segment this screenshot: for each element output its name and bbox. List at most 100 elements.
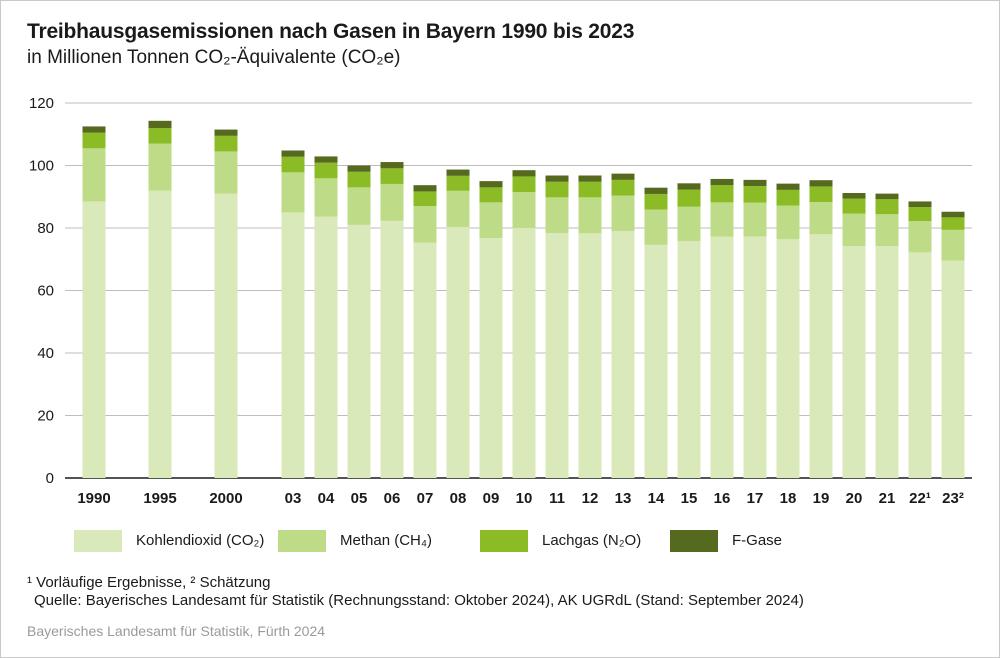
legend: Kohlendioxid (CO₂) Methan (CH₄) Lachgas … — [74, 528, 974, 554]
y-tick-label: 120 — [29, 95, 54, 112]
bar-segment-co2 — [446, 227, 470, 478]
y-tick-label: 20 — [37, 408, 54, 425]
bar-segment-ch4 — [314, 178, 338, 217]
bar-segment-co2 — [479, 238, 503, 478]
bar-stack — [941, 211, 965, 478]
bar-segment-ch4 — [545, 197, 569, 233]
bar-segment-ch4 — [446, 190, 470, 228]
bar-segment-fgase — [314, 156, 338, 163]
bar-segment-ch4 — [743, 202, 767, 237]
footnote: ¹ Vorläufige Ergebnisse, ² Schätzung — [27, 574, 271, 591]
x-tick-label: 15 — [681, 490, 698, 507]
x-tick-label: 07 — [417, 490, 434, 507]
bar-segment-n2o — [908, 207, 932, 222]
bar-chart: 0 20 40 60 80 100 120 1990 1995 2000 03 04 05 06 07 08… — [29, 95, 972, 507]
bar-stack — [875, 193, 899, 478]
bar-stack — [809, 180, 833, 478]
bar-segment-co2 — [512, 228, 536, 478]
bar-segment-ch4 — [677, 206, 701, 242]
bar-segment-ch4 — [644, 209, 668, 245]
bar-stack — [710, 178, 734, 478]
bar-segment-n2o — [776, 189, 800, 206]
bar-segment-ch4 — [776, 205, 800, 240]
bar-segment-n2o — [677, 189, 701, 207]
bar-segment-co2 — [875, 246, 899, 478]
y-tick-label: 40 — [37, 345, 54, 362]
x-tick-label: 14 — [648, 490, 665, 507]
bar-segment-fgase — [214, 129, 238, 136]
bar-segment-ch4 — [710, 202, 734, 237]
bar-segment-ch4 — [842, 213, 866, 247]
bar-segment-n2o — [347, 171, 371, 188]
bar-segment-ch4 — [578, 197, 602, 234]
x-tick-label: 09 — [483, 490, 500, 507]
bar-stack — [148, 120, 172, 478]
bar-segment-n2o — [413, 191, 437, 207]
bar-segment-ch4 — [908, 221, 932, 253]
y-tick-label: 80 — [37, 220, 54, 237]
bar-segment-fgase — [908, 201, 932, 208]
bar-stack — [281, 150, 305, 478]
y-axis-ticks: 0 20 40 60 80 100 120 — [29, 95, 54, 487]
x-tick-label: 20 — [846, 490, 863, 507]
bar-segment-ch4 — [941, 229, 965, 261]
bar-segment-fgase — [578, 175, 602, 182]
bar-stack — [578, 175, 602, 478]
x-tick-label: 06 — [384, 490, 401, 507]
bar-segment-fgase — [611, 173, 635, 180]
bar-segment-co2 — [710, 236, 734, 478]
bar-segment-co2 — [776, 239, 800, 478]
bar-stack — [677, 183, 701, 478]
bar-segment-co2 — [82, 201, 106, 478]
bar-segment-n2o — [148, 128, 172, 144]
bar-segment-fgase — [677, 183, 701, 190]
bar-segment-ch4 — [148, 143, 172, 191]
bar-segment-co2 — [842, 246, 866, 478]
bar-stack — [413, 185, 437, 478]
x-axis-ticks: 1990 1995 2000 03 04 05 06 07 08 09 10 11 12 13 14 15 16… — [77, 490, 964, 507]
x-tick-label: 05 — [351, 490, 368, 507]
chart-subtitle: in Millionen Tonnen CO₂-Äquivalente (CO₂… — [27, 47, 401, 68]
x-tick-label: 10 — [516, 490, 533, 507]
bar-segment-fgase — [545, 175, 569, 182]
bar-segment-fgase — [941, 211, 965, 218]
y-tick-label: 60 — [37, 283, 54, 300]
bar-segment-ch4 — [479, 202, 503, 238]
x-tick-label: 1990 — [77, 490, 110, 507]
bar-segment-ch4 — [512, 192, 536, 228]
credit: Bayerisches Landesamt für Statistik, Für… — [27, 623, 326, 639]
x-tick-label: 21 — [879, 490, 896, 507]
x-tick-label: 2000 — [209, 490, 242, 507]
bar-segment-n2o — [875, 199, 899, 215]
bar-segment-fgase — [281, 150, 305, 157]
bar-stack — [743, 179, 767, 478]
x-tick-label: 1995 — [143, 490, 176, 507]
bar-segment-n2o — [314, 162, 338, 179]
bar-segment-ch4 — [380, 183, 404, 221]
bar-segment-n2o — [380, 168, 404, 184]
bar-segment-co2 — [809, 234, 833, 478]
x-tick-label: 13 — [615, 490, 632, 507]
bar-segment-n2o — [809, 186, 833, 203]
bar-segment-n2o — [281, 156, 305, 173]
bar-segment-fgase — [875, 193, 899, 200]
bar-segment-co2 — [413, 242, 437, 478]
bar-segment-ch4 — [809, 202, 833, 235]
y-tick-label: 100 — [29, 158, 54, 175]
source-note: Quelle: Bayerisches Landesamt für Statis… — [34, 592, 804, 609]
bar-stack — [644, 187, 668, 478]
x-tick-label: 12 — [582, 490, 599, 507]
bar-stack — [214, 129, 238, 478]
bar-segment-co2 — [148, 190, 172, 478]
bar-stack — [776, 183, 800, 478]
bar-segment-ch4 — [611, 195, 635, 232]
bar-segment-co2 — [743, 236, 767, 478]
bar-stack — [380, 162, 404, 478]
legend-label-co2: Kohlendioxid (CO₂) — [136, 532, 265, 549]
legend-label-n2o: Lachgas (N₂O) — [542, 532, 642, 549]
bar-segment-ch4 — [214, 151, 238, 194]
legend-swatch-co2 — [74, 530, 122, 552]
bar-stack — [512, 170, 536, 478]
bar-segment-co2 — [347, 224, 371, 478]
bar-stack — [908, 201, 932, 478]
